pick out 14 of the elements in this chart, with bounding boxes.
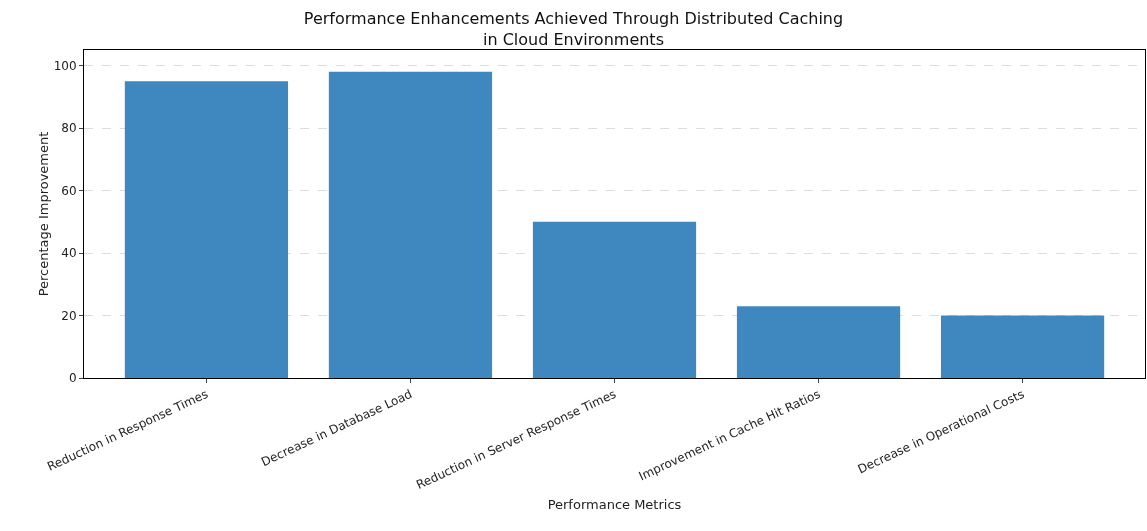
- bar: [940, 315, 1105, 378]
- y-tick-label: 60: [61, 183, 77, 198]
- y-tick-label: 0: [68, 371, 77, 386]
- bar: [124, 81, 289, 378]
- bar: [736, 306, 901, 378]
- y-tick-label: 20: [61, 308, 77, 323]
- x-axis-title: Performance Metrics: [547, 496, 682, 512]
- y-tick-label: 40: [61, 246, 77, 261]
- chart-title: Performance Enhancements Achieved Through Distributed Caching in Cloud Environments: [303, 8, 844, 49]
- y-tick-label: 100: [53, 58, 77, 73]
- bar: [532, 221, 697, 378]
- y-axis-title: Percentage Improvement: [36, 131, 51, 297]
- bar: [328, 71, 493, 378]
- y-tick-label: 80: [61, 121, 77, 136]
